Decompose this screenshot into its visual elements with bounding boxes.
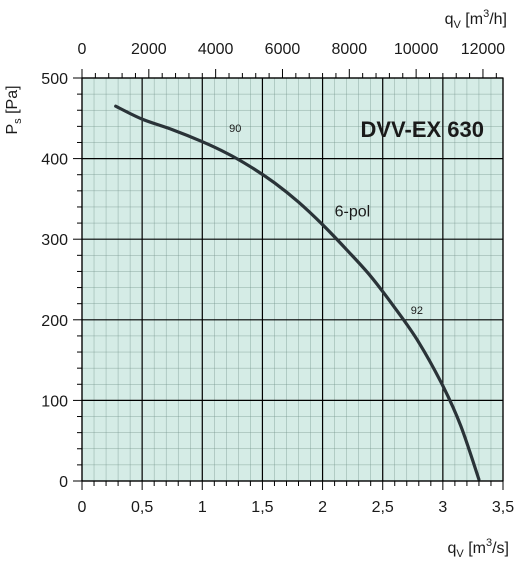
- x-top-tick-label: 8000: [332, 41, 368, 58]
- x-top-tick-label: 4000: [198, 41, 234, 58]
- x-top-axis-label: qV [m3/h]: [445, 8, 507, 31]
- tick-marks: [73, 69, 504, 490]
- x-top-tick-label: 2000: [131, 41, 167, 58]
- x-bottom-tick-label: 3: [438, 499, 447, 516]
- y-tick-label: 400: [41, 152, 68, 169]
- x-top-tick-label: 12000: [461, 41, 506, 58]
- x-bottom-tick-label: 1: [198, 499, 207, 516]
- y-tick-label: 200: [41, 313, 68, 330]
- x-bottom-tick-label: 2: [318, 499, 327, 516]
- x-bottom-tick-label: 2,5: [372, 499, 394, 516]
- y-tick-label: 500: [41, 71, 68, 88]
- y-tick-label: 300: [41, 232, 68, 249]
- efficiency-annotation: 92: [411, 305, 423, 317]
- plot-frame: [81, 77, 504, 482]
- x-bottom-tick-label: 1,5: [251, 499, 273, 516]
- x-top-tick-label: 10000: [394, 41, 439, 58]
- x-top-tick-label: 6000: [265, 41, 301, 58]
- efficiency-annotation: 90: [229, 123, 241, 135]
- y-tick-label: 0: [59, 474, 68, 491]
- tick-labels: 0 0,5 1 1,5 2 2,5 3 3,50 2000 4000 6000 8000 10000 12…: [41, 41, 514, 516]
- x-bottom-axis-label: qV [m3/s]: [448, 537, 510, 560]
- plot-background: [82, 78, 503, 481]
- series-line-6-pol: [114, 104, 481, 481]
- y-axis-label: Ps [Pa]: [4, 85, 24, 134]
- x-top-tick-label: 0: [78, 41, 87, 58]
- chart-title: DVV-EX 630: [360, 117, 484, 142]
- curve-layer: 6-pol 90 92: [114, 104, 481, 481]
- x-bottom-tick-label: 3,5: [492, 499, 514, 516]
- x-bottom-tick-label: 0,5: [131, 499, 153, 516]
- y-tick-label: 100: [41, 393, 68, 410]
- series-label: 6-pol: [335, 204, 371, 221]
- x-bottom-tick-label: 0: [78, 499, 87, 516]
